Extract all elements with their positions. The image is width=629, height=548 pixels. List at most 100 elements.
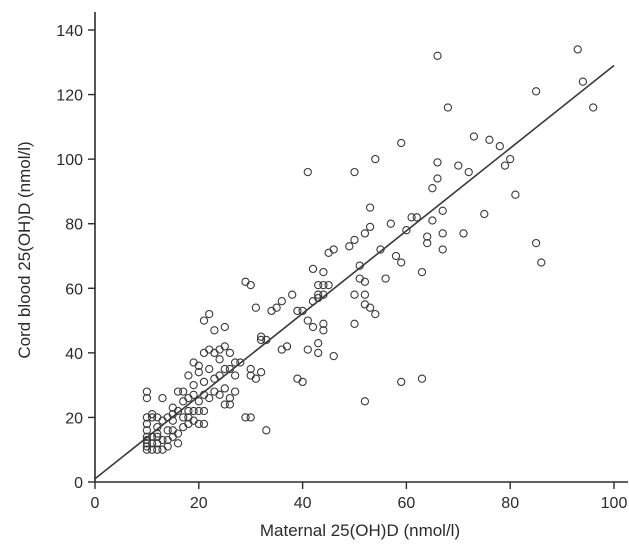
data-point (304, 169, 311, 176)
data-point (361, 278, 368, 285)
data-point (216, 356, 223, 363)
data-point (590, 104, 597, 111)
data-point (206, 311, 213, 318)
x-tick-label: 80 (501, 495, 519, 512)
data-point (206, 365, 213, 372)
data-point (309, 323, 316, 330)
data-point (486, 136, 493, 143)
data-point (533, 88, 540, 95)
data-point (232, 388, 239, 395)
data-point (361, 398, 368, 405)
data-point (429, 217, 436, 224)
data-point (195, 398, 202, 405)
data-point (351, 169, 358, 176)
data-point (174, 440, 181, 447)
data-point (304, 317, 311, 324)
data-point (361, 291, 368, 298)
x-tick-label: 100 (601, 495, 628, 512)
y-tick-label: 40 (65, 346, 83, 363)
data-point (252, 375, 259, 382)
data-point (232, 372, 239, 379)
data-point (247, 414, 254, 421)
data-point (444, 104, 451, 111)
data-point (392, 252, 399, 259)
data-point (247, 282, 254, 289)
x-tick-label: 60 (398, 495, 416, 512)
data-point (351, 291, 358, 298)
data-points (143, 46, 597, 454)
data-point (533, 240, 540, 247)
data-point (180, 398, 187, 405)
data-point (190, 391, 197, 398)
data-point (330, 246, 337, 253)
data-point (501, 162, 508, 169)
data-point (242, 278, 249, 285)
data-point (309, 298, 316, 305)
y-tick-label: 140 (56, 23, 83, 40)
x-tick-label: 40 (294, 495, 312, 512)
data-point (439, 230, 446, 237)
data-point (190, 359, 197, 366)
y-tick-label: 0 (74, 475, 83, 492)
data-point (159, 395, 166, 402)
data-point (351, 236, 358, 243)
data-point (258, 369, 265, 376)
data-point (294, 375, 301, 382)
data-point (159, 446, 166, 453)
y-tick-label: 20 (65, 410, 83, 427)
data-point (325, 249, 332, 256)
data-point (512, 191, 519, 198)
data-point (200, 420, 207, 427)
data-point (221, 385, 228, 392)
data-point (434, 159, 441, 166)
data-point (330, 353, 337, 360)
data-point (439, 246, 446, 253)
data-point (351, 320, 358, 327)
data-point (185, 372, 192, 379)
data-point (413, 214, 420, 221)
y-tick-label: 120 (56, 88, 83, 105)
data-point (418, 375, 425, 382)
data-point (320, 269, 327, 276)
data-point (507, 156, 514, 163)
data-point (398, 259, 405, 266)
data-point (174, 430, 181, 437)
data-point (434, 175, 441, 182)
data-point (382, 275, 389, 282)
data-point (574, 46, 581, 53)
data-point (278, 298, 285, 305)
data-point (190, 382, 197, 389)
data-point (579, 78, 586, 85)
data-point (398, 378, 405, 385)
data-point (315, 349, 322, 356)
data-point (211, 388, 218, 395)
data-point (289, 291, 296, 298)
data-point (481, 210, 488, 217)
data-point (361, 230, 368, 237)
y-axis-title: Cord blood 25(OH)D (nmol/l) (15, 141, 34, 358)
x-tick-label: 0 (91, 495, 100, 512)
data-point (180, 388, 187, 395)
data-point (221, 323, 228, 330)
data-point (211, 349, 218, 356)
data-point (190, 417, 197, 424)
data-point (367, 304, 374, 311)
data-point (206, 346, 213, 353)
data-point (200, 407, 207, 414)
data-point (439, 207, 446, 214)
y-tick-label: 60 (65, 281, 83, 298)
data-point (346, 243, 353, 250)
data-point (299, 378, 306, 385)
data-point (252, 304, 259, 311)
data-point (372, 311, 379, 318)
axes: 020406080100020406080100120140 (56, 12, 628, 512)
data-point (200, 317, 207, 324)
data-point (185, 395, 192, 402)
data-point (465, 169, 472, 176)
data-point (460, 230, 467, 237)
y-tick-label: 100 (56, 152, 83, 169)
data-point (309, 265, 316, 272)
data-point (180, 424, 187, 431)
data-point (387, 220, 394, 227)
